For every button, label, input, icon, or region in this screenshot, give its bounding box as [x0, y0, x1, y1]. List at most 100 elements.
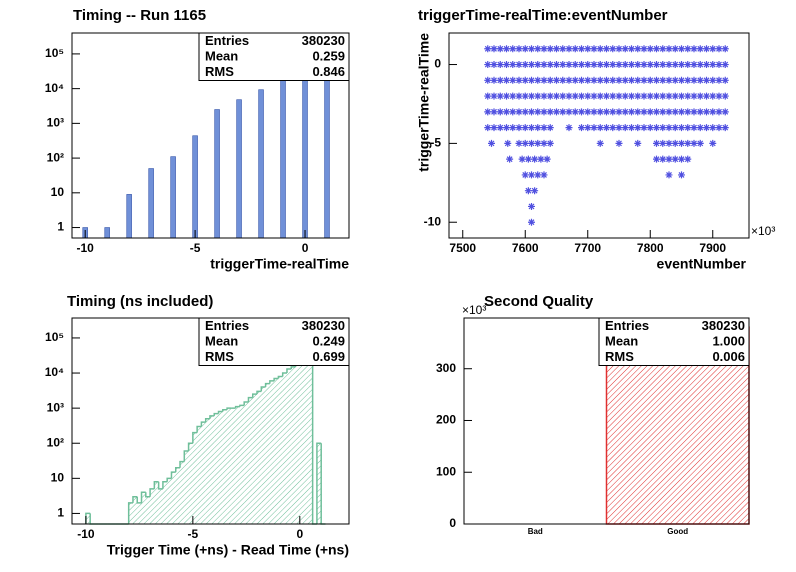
scatter-point: [534, 124, 542, 132]
scatter-point: [553, 108, 560, 116]
y-tick-label: 10⁴: [45, 81, 64, 95]
scatter-point: [596, 92, 604, 100]
scatter-point: [559, 61, 567, 69]
scatter-point: [609, 45, 617, 53]
histogram-bin: [184, 451, 189, 524]
y-tick-label: 10³: [47, 116, 64, 130]
scatter-point: [603, 124, 610, 132]
scatter-point: [609, 61, 617, 69]
histogram-outline: [149, 488, 155, 497]
scatter-point: [628, 76, 635, 84]
scatter-point: [659, 76, 667, 84]
histogram-bin: [188, 443, 193, 524]
scatter-point: [528, 108, 535, 116]
scatter-point: [531, 187, 539, 195]
scatter-point: [584, 61, 592, 69]
histogram-outline: [174, 467, 181, 473]
histogram-outline: [170, 471, 176, 479]
scatter-point: [578, 108, 585, 116]
x-tick-label: -5: [188, 527, 199, 541]
y-tick-label: 0: [434, 57, 441, 71]
scatter-point: [534, 45, 542, 53]
histogram-outline: [222, 408, 228, 412]
scatter-point: [709, 45, 717, 53]
scatter-point: [615, 61, 623, 69]
scatter-point: [665, 139, 673, 147]
histogram-bin: [137, 502, 142, 524]
stats-value: 0.699: [312, 349, 345, 364]
histogram-bin: [209, 415, 215, 524]
y-tick-label: 100: [436, 464, 456, 478]
scatter-point: [696, 45, 704, 53]
scatter-point: [590, 124, 598, 132]
stats-value: 380230: [302, 33, 345, 48]
scatter-point: [490, 124, 498, 132]
x-tick-label: 7500: [449, 241, 476, 255]
stats-box: [198, 317, 350, 366]
scatter-point: [665, 108, 673, 116]
scatter-point: [496, 92, 504, 100]
y-tick-label: 10⁵: [45, 330, 64, 344]
histogram-bin: [180, 461, 185, 524]
scatter-point: [703, 124, 710, 132]
scatter-point: [721, 92, 729, 100]
scatter-point: [571, 92, 579, 100]
scatter-point: [678, 76, 685, 84]
stats-value: 380230: [702, 318, 745, 333]
chart-title: Timing -- Run 1165: [73, 7, 206, 24]
scatter-point: [690, 45, 698, 53]
histogram-bin: [304, 359, 309, 524]
scatter-point: [615, 124, 623, 132]
scatter-point: [615, 139, 623, 147]
scatter-point: [653, 155, 660, 163]
scatter-point: [546, 108, 554, 116]
scatter-point: [546, 61, 554, 69]
histogram-bin: [244, 401, 249, 524]
scatter-point: [578, 124, 585, 132]
scatter-point: [515, 45, 523, 53]
scatter-point: [540, 76, 548, 84]
scatter-point: [609, 92, 617, 100]
histogram-outline: [217, 410, 223, 414]
scatter-point: [546, 45, 554, 53]
scatter-point: [653, 108, 660, 116]
scatter-point: [621, 92, 629, 100]
scatter-point: [715, 108, 723, 116]
scatter-point: [703, 61, 710, 69]
scatter-point: [628, 108, 635, 116]
scatter-point: [684, 139, 692, 147]
scatter-point: [628, 45, 635, 53]
scatter-point: [678, 155, 685, 163]
x-axis-exponent: ×10³: [751, 224, 775, 238]
scatter-point: [584, 92, 592, 100]
scatter-point: [603, 92, 610, 100]
chart-title: Second Quality: [484, 293, 594, 310]
histogram-bin: [162, 481, 168, 524]
scatter-point: [590, 61, 598, 69]
x-tick-label: Good: [667, 527, 688, 536]
scatter-point: [684, 155, 692, 163]
stats-value: 1.000: [712, 334, 745, 349]
scatter-point: [534, 108, 542, 116]
histogram-outline: [264, 382, 270, 388]
stats-box: [598, 317, 750, 366]
scatter-point: [540, 124, 548, 132]
scatter-point: [640, 124, 648, 132]
scatter-point: [696, 76, 704, 84]
y-tick-label: 0: [449, 516, 456, 530]
scatter-point: [721, 124, 729, 132]
y-tick-label: -10: [424, 214, 442, 228]
scatter-point: [484, 45, 492, 53]
histogram-bin: [167, 478, 172, 524]
histogram-outline: [243, 401, 249, 406]
histogram-bin: [295, 362, 300, 524]
scatter-point: [659, 108, 667, 116]
x-tick-label: 7700: [574, 241, 601, 255]
scatter-point: [628, 92, 635, 100]
scatter-point: [503, 108, 510, 116]
scatter-point: [553, 76, 560, 84]
bar: [104, 227, 110, 239]
scatter-point: [690, 108, 698, 116]
scatter-point: [703, 108, 710, 116]
histogram-outline: [166, 477, 172, 482]
